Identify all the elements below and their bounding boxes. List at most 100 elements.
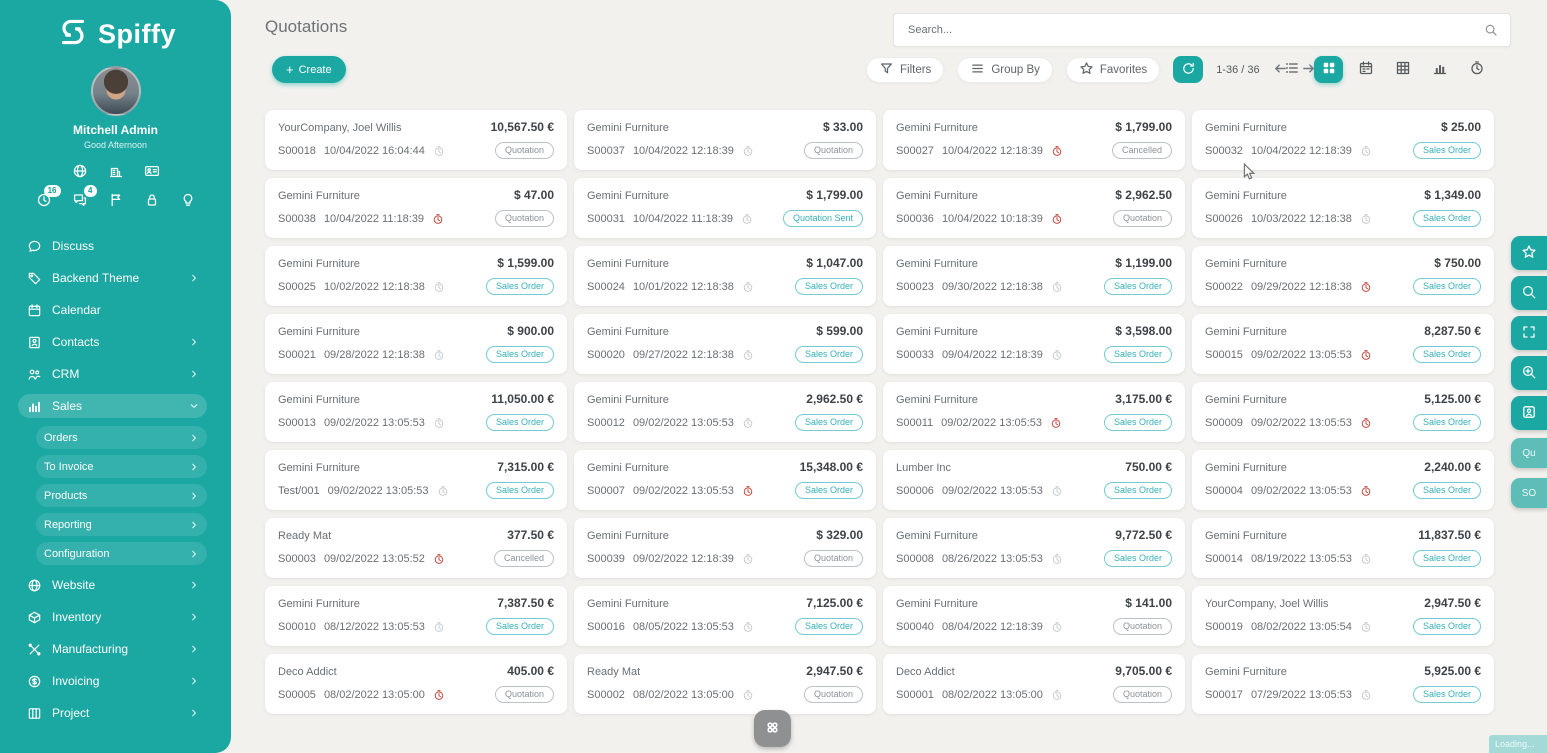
sidebar-item-discuss[interactable]: Discuss bbox=[18, 234, 207, 258]
deadline-clock-icon[interactable] bbox=[1360, 485, 1372, 497]
quotation-card[interactable]: Gemini Furniture $ 1,349.00 S00026 10/03/20… bbox=[1192, 178, 1494, 238]
sidebar-item-reporting[interactable]: Reporting bbox=[36, 513, 207, 536]
deadline-clock-icon[interactable] bbox=[1360, 145, 1372, 157]
lock-icon[interactable] bbox=[144, 192, 160, 208]
side-fullscreen-button[interactable] bbox=[1511, 316, 1547, 350]
sidebar-item-orders[interactable]: Orders bbox=[36, 426, 207, 449]
quotation-card[interactable]: Gemini Furniture $ 1,799.00 S00027 10/04/20… bbox=[883, 110, 1185, 170]
side-star-button[interactable] bbox=[1511, 236, 1547, 270]
quotation-card[interactable]: Gemini Furniture $ 599.00 S00020 09/27/2022… bbox=[574, 314, 876, 374]
quotation-card[interactable]: Gemini Furniture 11,837.50 € S00014 08/19/2… bbox=[1192, 518, 1494, 578]
deadline-clock-icon[interactable] bbox=[742, 145, 754, 157]
sidebar-item-configuration[interactable]: Configuration bbox=[36, 542, 207, 565]
quotation-card[interactable]: Gemini Furniture 7,315.00 € Test/001 09/02/… bbox=[265, 450, 567, 510]
search-input[interactable] bbox=[906, 23, 1484, 37]
sidebar-item-calendar[interactable]: Calendar bbox=[18, 298, 207, 322]
quotation-card[interactable]: Ready Mat 377.50 € S00003 09/02/2022 13:05:… bbox=[265, 518, 567, 578]
quotation-card[interactable]: Gemini Furniture $ 33.00 S00037 10/04/2022 … bbox=[574, 110, 876, 170]
sidebar-item-crm[interactable]: CRM bbox=[18, 362, 207, 386]
deadline-clock-icon[interactable] bbox=[1051, 485, 1063, 497]
side-zoom-in-button[interactable] bbox=[1511, 356, 1547, 390]
side-shortcut-qu[interactable]: Qu bbox=[1511, 438, 1547, 468]
sidebar-item-products[interactable]: Products bbox=[36, 484, 207, 507]
quotation-card[interactable]: Gemini Furniture $ 900.00 S00021 09/28/2022… bbox=[265, 314, 567, 374]
company-icon[interactable] bbox=[108, 163, 124, 179]
sidebar-item-contacts[interactable]: Contacts bbox=[18, 330, 207, 354]
quotation-card[interactable]: Gemini Furniture 7,125.00 € S00016 08/05/20… bbox=[574, 586, 876, 646]
quotation-card[interactable]: Gemini Furniture 2,240.00 € S00004 09/02/20… bbox=[1192, 450, 1494, 510]
messages-icon[interactable]: 4 bbox=[72, 185, 97, 208]
sidebar-item-sales[interactable]: Sales bbox=[18, 394, 207, 418]
pivot-view-button[interactable] bbox=[1388, 56, 1417, 83]
quotation-card[interactable]: YourCompany, Joel Willis 2,947.50 € S00019… bbox=[1192, 586, 1494, 646]
sidebar-item-invoicing[interactable]: Invoicing bbox=[18, 669, 207, 693]
deadline-clock-icon[interactable] bbox=[1360, 621, 1372, 633]
quotation-card[interactable]: Gemini Furniture $ 1,047.00 S00024 10/01/20… bbox=[574, 246, 876, 306]
quotation-card[interactable]: YourCompany, Joel Willis 10,567.50 € S0001… bbox=[265, 110, 567, 170]
deadline-clock-icon[interactable] bbox=[742, 553, 754, 565]
sidebar-item-manufacturing[interactable]: Manufacturing bbox=[18, 637, 207, 661]
sidebar-item-to-invoice[interactable]: To Invoice bbox=[36, 455, 207, 478]
deadline-clock-icon[interactable] bbox=[433, 621, 445, 633]
kanban-view-button[interactable] bbox=[1314, 56, 1343, 83]
quotation-card[interactable]: Gemini Furniture $ 141.00 S00040 08/04/2022… bbox=[883, 586, 1185, 646]
quotation-card[interactable]: Gemini Furniture 11,050.00 € S00013 09/02/2… bbox=[265, 382, 567, 442]
deadline-clock-icon[interactable] bbox=[433, 281, 445, 293]
deadline-clock-icon[interactable] bbox=[1360, 689, 1372, 701]
deadline-clock-icon[interactable] bbox=[742, 485, 754, 497]
sidebar-item-website[interactable]: Website bbox=[18, 573, 207, 597]
deadline-clock-icon[interactable] bbox=[433, 553, 445, 565]
quotation-card[interactable]: Gemini Furniture $ 2,962.50 S00036 10/04/20… bbox=[883, 178, 1185, 238]
graph-view-button[interactable] bbox=[1425, 56, 1454, 83]
sidebar-item-backend-theme[interactable]: Backend Theme bbox=[18, 266, 207, 290]
quotation-card[interactable]: Lumber Inc 750.00 € S00006 09/02/2022 13:05… bbox=[883, 450, 1185, 510]
quotation-card[interactable]: Gemini Furniture 9,772.50 € S00008 08/26/20… bbox=[883, 518, 1185, 578]
refresh-button[interactable] bbox=[1173, 56, 1204, 83]
deadline-clock-icon[interactable] bbox=[1051, 213, 1063, 225]
sidebar-item-project[interactable]: Project bbox=[18, 701, 207, 725]
deadline-clock-icon[interactable] bbox=[742, 417, 754, 429]
quotation-card[interactable]: Gemini Furniture $ 3,598.00 S00033 09/04/20… bbox=[883, 314, 1185, 374]
deadline-clock-icon[interactable] bbox=[1360, 349, 1372, 361]
side-shortcut-so[interactable]: SO bbox=[1511, 478, 1547, 508]
sidebar-item-inventory[interactable]: Inventory bbox=[18, 605, 207, 629]
deadline-clock-icon[interactable] bbox=[1360, 553, 1372, 565]
deadline-clock-icon[interactable] bbox=[1051, 281, 1063, 293]
quotation-card[interactable]: Gemini Furniture $ 1,799.00 S00031 10/04/20… bbox=[574, 178, 876, 238]
quotation-card[interactable]: Gemini Furniture 2,962.50 € S00012 09/02/20… bbox=[574, 382, 876, 442]
quotation-card[interactable]: Gemini Furniture 7,387.50 € S00010 08/12/20… bbox=[265, 586, 567, 646]
deadline-clock-icon[interactable] bbox=[741, 213, 753, 225]
group-by-button[interactable]: Group By bbox=[957, 56, 1053, 83]
deadline-clock-icon[interactable] bbox=[432, 213, 444, 225]
deadline-clock-icon[interactable] bbox=[433, 145, 445, 157]
deadline-clock-icon[interactable] bbox=[433, 689, 445, 701]
lightbulb-icon[interactable] bbox=[180, 192, 196, 208]
activities-clock-icon[interactable]: 16 bbox=[36, 185, 61, 208]
pager-next-button[interactable] bbox=[1301, 61, 1316, 79]
quotation-card[interactable]: Gemini Furniture 8,287.50 € S00015 09/02/20… bbox=[1192, 314, 1494, 374]
quotation-card[interactable]: Gemini Furniture $ 750.00 S00022 09/29/2022… bbox=[1192, 246, 1494, 306]
avatar[interactable] bbox=[90, 66, 141, 116]
deadline-clock-icon[interactable] bbox=[1051, 145, 1063, 157]
deadline-clock-icon[interactable] bbox=[437, 485, 449, 497]
apps-grid-button[interactable] bbox=[754, 710, 791, 747]
deadline-clock-icon[interactable] bbox=[1051, 349, 1063, 361]
deadline-clock-icon[interactable] bbox=[1360, 417, 1372, 429]
quotation-card[interactable]: Gemini Furniture 3,175.00 € S00011 09/02/20… bbox=[883, 382, 1185, 442]
id-card-icon[interactable] bbox=[144, 163, 160, 179]
quotation-card[interactable]: Deco Addict 405.00 € S00005 08/02/2022 13:0… bbox=[265, 654, 567, 714]
pager-previous-button[interactable] bbox=[1273, 61, 1288, 79]
side-bookmark-button[interactable] bbox=[1511, 396, 1547, 430]
deadline-clock-icon[interactable] bbox=[742, 281, 754, 293]
globe-icon[interactable] bbox=[72, 163, 88, 179]
deadline-clock-icon[interactable] bbox=[1050, 417, 1062, 429]
app-logo[interactable]: Spiffy bbox=[0, 0, 231, 53]
deadline-clock-icon[interactable] bbox=[742, 621, 754, 633]
quotation-card[interactable]: Gemini Furniture $ 1,599.00 S00025 10/02/20… bbox=[265, 246, 567, 306]
search-icon[interactable] bbox=[1484, 23, 1498, 37]
quotation-card[interactable]: Gemini Furniture $ 47.00 S00038 10/04/2022 … bbox=[265, 178, 567, 238]
quotation-card[interactable]: Gemini Furniture 5,125.00 € S00009 09/02/20… bbox=[1192, 382, 1494, 442]
quotation-card[interactable]: Gemini Furniture 15,348.00 € S00007 09/02/2… bbox=[574, 450, 876, 510]
deadline-clock-icon[interactable] bbox=[742, 349, 754, 361]
quotation-card[interactable]: Gemini Furniture 5,925.00 € S00017 07/29/20… bbox=[1192, 654, 1494, 714]
